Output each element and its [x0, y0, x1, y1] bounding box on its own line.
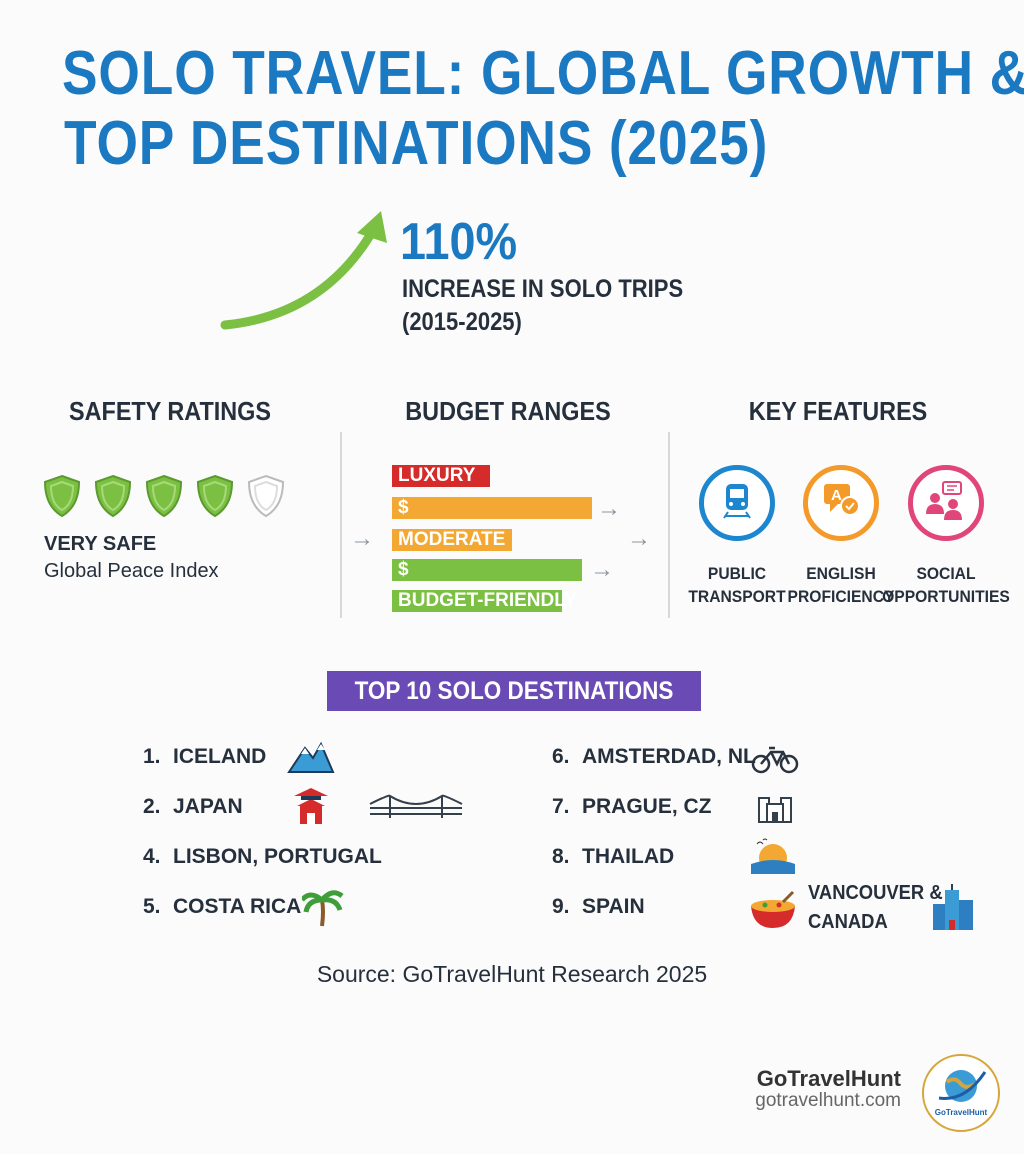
source-text: Source: GoTravelHunt Research 2025	[316, 961, 708, 987]
feature-badge	[699, 465, 775, 541]
shield-empty-icon	[247, 474, 285, 518]
logo-text: GoTravelHunt	[934, 1108, 988, 1117]
destination-name: COSTA RICA	[173, 895, 302, 918]
feature-badge: A	[803, 465, 879, 541]
destination-extra-line1: VANCOUVER &	[808, 882, 943, 904]
destination-rank: 9.	[552, 895, 570, 918]
features-heading: KEY FEATURES	[748, 396, 928, 426]
feature-label: PUBLIC TRANSPORT	[673, 562, 802, 608]
destination-item: 5. COSTA RICA	[143, 895, 301, 919]
shield-filled-icon	[196, 474, 234, 518]
arrow-icon: →	[350, 525, 374, 552]
growth-period: (2015-2025)	[402, 308, 522, 336]
destination-item: 7. PRAGUE, CZ	[552, 795, 712, 819]
shield-filled-icon	[94, 474, 132, 518]
divider	[340, 432, 342, 618]
bicycle-icon	[751, 746, 799, 774]
feature-label: ENGLISH PROFICIENCY	[777, 562, 906, 608]
destination-item: 1. ICELAND	[143, 745, 266, 769]
divider	[668, 432, 670, 618]
mountains-icon	[287, 741, 335, 773]
brand-logo: GoTravelHunt	[922, 1054, 1000, 1132]
arrow-icon: →	[627, 525, 651, 552]
arrow-icon: →	[597, 495, 621, 522]
language-check-icon: A	[824, 484, 860, 516]
destination-rank: 1.	[143, 745, 161, 768]
destinations-banner: TOP 10 SOLO DESTINATIONS	[327, 671, 701, 711]
train-icon	[723, 484, 751, 519]
destination-rank: 5.	[143, 895, 161, 918]
destination-rank: 4.	[143, 845, 161, 868]
destination-item: 2. JAPAN	[143, 795, 243, 819]
svg-text:A: A	[831, 487, 842, 504]
destination-name: ICELAND	[173, 745, 267, 768]
feature-label-line1: ENGLISH	[806, 564, 876, 583]
shield-filled-icon	[43, 474, 81, 518]
palm-tree-icon	[302, 890, 344, 927]
destinations-heading: TOP 10 SOLO DESTINATIONS	[354, 677, 674, 705]
budget-bar: MODERATE	[392, 529, 512, 551]
shield-filled-icon	[145, 474, 183, 518]
feature-label-line2: PROFICIENCY	[787, 587, 895, 606]
budget-bar: BUDGET-FRIENDLY	[392, 590, 577, 612]
arrow-icon: →	[590, 556, 614, 583]
destination-name: THAILAD	[582, 845, 675, 868]
city-buildings-icon	[933, 884, 973, 930]
feature-label-line2: OPPORTUNITIES	[882, 587, 1010, 606]
safety-level: VERY SAFE	[44, 533, 157, 555]
destination-item: 8. THAILAD	[552, 845, 674, 869]
paella-bowl-icon	[751, 890, 795, 928]
destination-rank: 6.	[552, 745, 570, 768]
globe-icon	[938, 1070, 987, 1102]
growth-label: INCREASE IN SOLO TRIPS	[402, 275, 684, 303]
destination-extra: VANCOUVER & CANADA	[808, 879, 943, 937]
budget-heading: BUDGET RANGES	[405, 396, 611, 426]
feature-label-line1: SOCIAL	[916, 564, 976, 583]
destination-name: PRAGUE, CZ	[582, 795, 712, 818]
safety-heading: SAFETY RATINGS	[69, 396, 271, 426]
destination-rank: 7.	[552, 795, 570, 818]
destination-item: 9. SPAIN	[552, 895, 645, 919]
title-line-2: TOP DESTINATIONS (2025)	[64, 109, 769, 178]
destination-item: 6. AMSTERDAD, NL	[552, 745, 756, 769]
safety-shields	[42, 474, 286, 518]
feature-label-line2: TRANSPORT	[688, 587, 786, 606]
destination-rank: 8.	[552, 845, 570, 868]
destination-name: SPAIN	[582, 895, 645, 918]
growth-value: 110%	[400, 213, 518, 271]
destination-name: JAPAN	[173, 795, 243, 818]
feature-label-line1: PUBLIC	[707, 564, 767, 583]
people-chat-icon	[926, 481, 962, 520]
destination-extra-line2: CANADA	[808, 911, 888, 933]
budget-bar: $	[392, 497, 592, 519]
safety-source: Global Peace Index	[44, 560, 219, 582]
island-icon	[751, 838, 795, 874]
budget-bar: LUXURY	[392, 465, 490, 487]
destination-name: AMSTERDAD, NL	[582, 745, 756, 768]
feature-badge	[908, 465, 984, 541]
bridge-icon	[369, 794, 463, 818]
feature-label: SOCIAL OPPORTUNITIES	[882, 562, 1011, 608]
budget-bar: $	[392, 559, 582, 581]
title-line-1: SOLO TRAVEL: GLOBAL GROWTH &	[62, 39, 1024, 108]
destination-name: LISBON, PORTUGAL	[173, 845, 382, 868]
pagoda-icon	[294, 788, 328, 824]
growth-arrow-icon	[220, 211, 387, 330]
castle-icon	[758, 797, 792, 823]
destination-rank: 2.	[143, 795, 161, 818]
destination-item: 4. LISBON, PORTUGAL	[143, 845, 382, 869]
footer-brand: GoTravelHunt	[756, 1066, 901, 1091]
footer-url: gotravelhunt.com	[755, 1090, 901, 1111]
